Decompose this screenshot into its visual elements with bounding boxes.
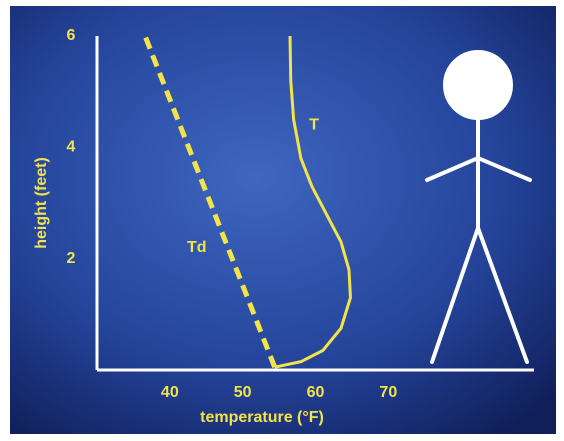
x-tick-label: 40 (161, 384, 179, 401)
x-axis-label: temperature (°F) (200, 409, 324, 426)
y-tick-label: 4 (67, 139, 76, 156)
x-tick-label: 70 (379, 384, 397, 401)
y-tick-label: 2 (67, 250, 76, 267)
x-tick-label: 50 (234, 384, 252, 401)
x-tick-label: 60 (307, 384, 325, 401)
series-line (142, 35, 278, 369)
y-tick-label: 6 (67, 27, 76, 44)
series-label: T (309, 116, 319, 133)
y-axis-label: height (feet) (33, 157, 50, 249)
series-line (274, 35, 352, 369)
stick-figure (425, 50, 532, 364)
series-label: Td (187, 239, 207, 256)
